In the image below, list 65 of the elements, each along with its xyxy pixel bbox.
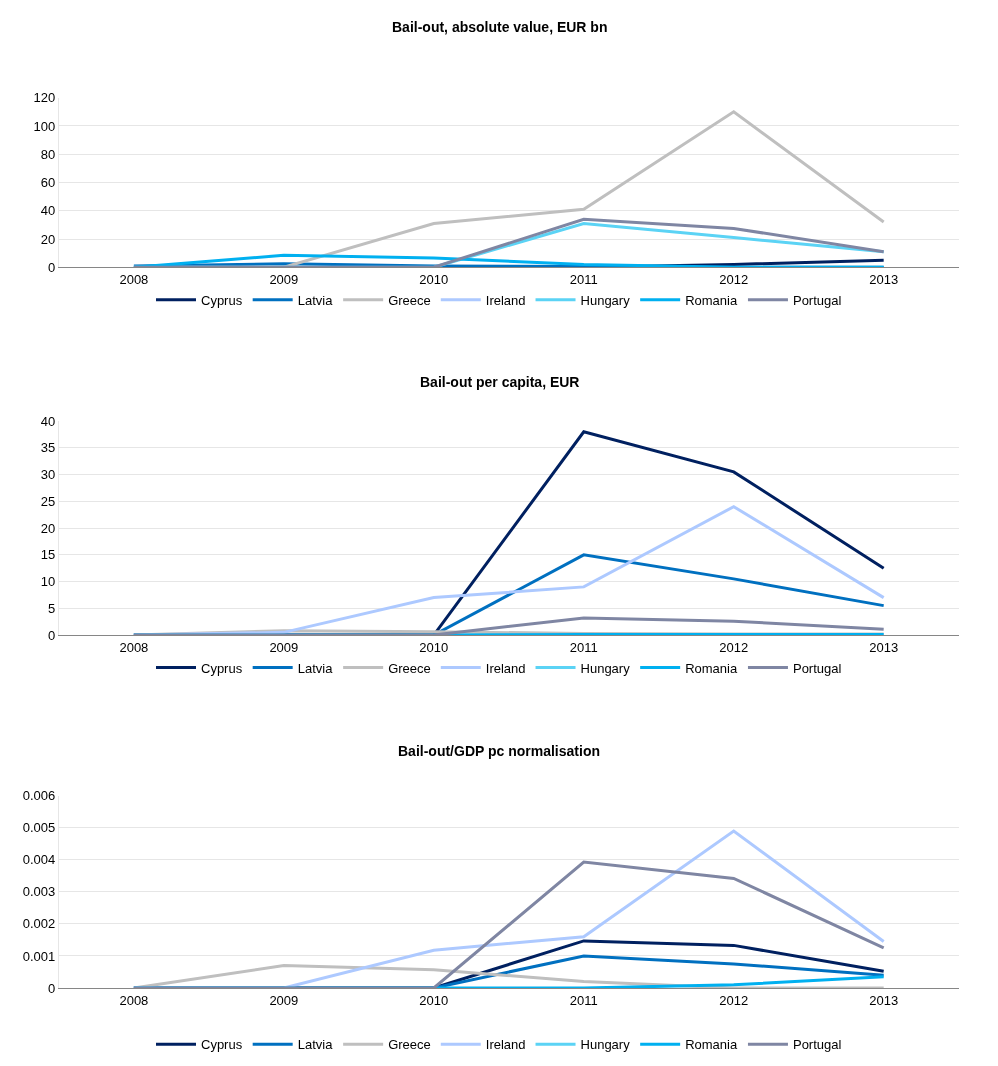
legend-label: Ireland — [485, 1037, 526, 1053]
x-tick-label: 2012 — [719, 992, 749, 1008]
y-tick-label: 0.006 — [22, 788, 56, 804]
y-tick-label: 0 — [48, 259, 56, 275]
legend-label: Portugal — [792, 292, 842, 308]
x-tick-label: 2010 — [419, 639, 449, 655]
y-tick-label: 40 — [40, 413, 56, 429]
legend-label: Ireland — [485, 660, 526, 676]
legend-label: Portugal — [792, 660, 842, 676]
y-tick-label: 100 — [33, 118, 56, 134]
legend-label: Latvia — [297, 660, 334, 676]
x-tick-label: 2010 — [419, 271, 449, 287]
y-tick-label: 25 — [40, 493, 56, 509]
legend-label: Hungary — [580, 1037, 631, 1053]
legend-label: Cyprus — [201, 292, 243, 308]
y-tick-label: 80 — [40, 146, 56, 162]
y-tick-label: 0.003 — [22, 884, 56, 900]
y-tick-label: 120 — [33, 90, 56, 106]
legend-label: Romania — [685, 292, 738, 308]
chart-title: Bail-out, absolute value, EUR bn — [392, 19, 608, 35]
x-tick-label: 2012 — [719, 639, 749, 655]
y-tick-label: 0 — [48, 980, 56, 996]
y-tick-label: 0.004 — [22, 852, 56, 868]
x-tick-label: 2011 — [569, 992, 598, 1008]
legend-label: Cyprus — [201, 660, 243, 676]
x-tick-label: 2008 — [119, 271, 149, 287]
y-tick-label: 20 — [40, 520, 56, 536]
y-tick-label: 30 — [40, 467, 56, 483]
x-tick-label: 2013 — [869, 271, 899, 287]
y-tick-label: 20 — [40, 231, 56, 247]
x-tick-label: 2008 — [119, 992, 149, 1008]
y-tick-label: 10 — [40, 574, 56, 590]
legend-label: Ireland — [485, 292, 526, 308]
y-tick-label: 0.002 — [22, 916, 56, 932]
y-tick-label: 0 — [48, 627, 56, 643]
x-tick-label: 2011 — [569, 639, 598, 655]
legend-label: Romania — [685, 660, 738, 676]
y-tick-label: 40 — [40, 203, 56, 219]
x-tick-label: 2012 — [719, 271, 749, 287]
legend-label: Hungary — [580, 292, 631, 308]
legend-label: Romania — [685, 1037, 738, 1053]
legend-label: Hungary — [580, 660, 631, 676]
legend-label: Portugal — [792, 1037, 842, 1053]
y-tick-label: 0.001 — [22, 948, 56, 964]
x-tick-label: 2013 — [869, 992, 899, 1008]
legend-label: Latvia — [297, 1037, 334, 1053]
legend-label: Greece — [388, 292, 431, 308]
x-tick-label: 2009 — [269, 992, 299, 1008]
x-tick-label: 2009 — [269, 271, 299, 287]
y-tick-label: 5 — [48, 600, 56, 616]
legend-label: Latvia — [297, 292, 334, 308]
legend-label: Greece — [388, 660, 431, 676]
y-tick-label: 60 — [40, 175, 56, 191]
chart-title: Bail-out/GDP pc normalisation — [398, 743, 600, 759]
y-tick-label: 0.005 — [22, 820, 56, 836]
x-tick-label: 2013 — [869, 639, 899, 655]
x-tick-label: 2010 — [419, 992, 449, 1008]
x-tick-label: 2011 — [569, 271, 598, 287]
legend-label: Cyprus — [201, 1037, 243, 1053]
legend-label: Greece — [388, 1037, 431, 1053]
y-tick-label: 15 — [40, 547, 56, 563]
x-tick-label: 2008 — [119, 639, 149, 655]
x-tick-label: 2009 — [269, 639, 299, 655]
y-tick-label: 35 — [40, 440, 56, 456]
chart-title: Bail-out per capita, EUR — [420, 374, 580, 390]
